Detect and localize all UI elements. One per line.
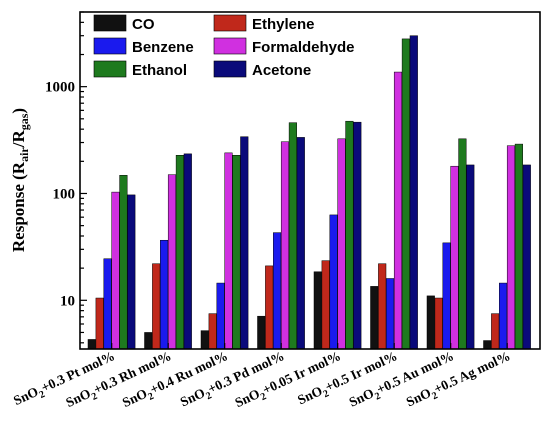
bar-ethanol-0 bbox=[119, 175, 128, 350]
bar-benzene-3 bbox=[273, 232, 282, 350]
legend-swatch-ethylene bbox=[213, 14, 247, 32]
legend-swatch-co bbox=[93, 14, 127, 32]
bar-ethylene-7 bbox=[491, 313, 500, 350]
bar-ethylene-6 bbox=[434, 297, 443, 350]
bar-co-0 bbox=[87, 339, 96, 350]
legend-label-benzene: Benzene bbox=[132, 39, 194, 56]
bar-benzene-7 bbox=[499, 282, 508, 350]
bar-co-5 bbox=[370, 286, 379, 350]
bar-formaldehyde-5 bbox=[393, 71, 403, 350]
x-tick-label: SnO2+0.5 Ag mol% bbox=[404, 348, 514, 413]
bar-ethanol-4 bbox=[345, 120, 354, 350]
bar-co-2 bbox=[200, 330, 209, 350]
bar-co-7 bbox=[483, 340, 492, 350]
bar-formaldehyde-6 bbox=[450, 165, 459, 350]
bar-formaldehyde-7 bbox=[506, 145, 516, 350]
y-tick-label: 1000 bbox=[45, 80, 75, 96]
y-axis-title: Response (Rair/Rgas) bbox=[9, 108, 31, 252]
bar-benzene-0 bbox=[103, 258, 112, 350]
legend-swatch-benzene bbox=[93, 37, 127, 55]
bar-ethylene-2 bbox=[208, 313, 217, 350]
bar-co-6 bbox=[426, 295, 435, 350]
legend: CO Ethylene Benzene Formaldehyde Ethanol Acet… bbox=[93, 14, 355, 79]
bar-formaldehyde-0 bbox=[111, 191, 120, 350]
bar-co-3 bbox=[257, 315, 266, 350]
bar-acetone-5 bbox=[409, 35, 418, 350]
bar-formaldehyde-3 bbox=[280, 141, 290, 350]
bar-acetone-0 bbox=[127, 194, 136, 350]
bar-ethylene-1 bbox=[152, 263, 161, 350]
bar-benzene-1 bbox=[160, 239, 169, 350]
bar-formaldehyde-2 bbox=[224, 152, 233, 350]
legend-label-formaldehyde: Formaldehyde bbox=[252, 39, 355, 56]
y-axis: 10 100 1000 bbox=[45, 11, 87, 344]
y-tick-label: 100 bbox=[53, 186, 76, 202]
bar-layer bbox=[87, 35, 531, 350]
bar-benzene-2 bbox=[216, 282, 225, 350]
bar-acetone-4 bbox=[353, 121, 362, 350]
bar-ethanol-6 bbox=[458, 138, 467, 350]
bar-ethylene-4 bbox=[321, 260, 330, 350]
bar-ethylene-5 bbox=[378, 263, 387, 350]
bar-acetone-7 bbox=[522, 164, 531, 350]
y-tick-label: 10 bbox=[60, 293, 75, 309]
bar-benzene-5 bbox=[386, 278, 395, 350]
bar-acetone-2 bbox=[240, 136, 249, 350]
x-axis: SnO2+0.3 Pt mol%SnO2+0.3 Rh mol%SnO2+0.4… bbox=[11, 343, 514, 413]
bar-formaldehyde-1 bbox=[167, 174, 177, 350]
bar-ethylene-3 bbox=[265, 265, 274, 350]
bar-acetone-1 bbox=[183, 153, 192, 350]
bar-ethylene-0 bbox=[95, 297, 104, 350]
bar-co-4 bbox=[313, 271, 322, 350]
legend-label-ethylene: Ethylene bbox=[252, 16, 315, 33]
bar-ethanol-5 bbox=[401, 38, 410, 350]
bar-benzene-6 bbox=[442, 242, 451, 350]
bar-ethanol-2 bbox=[232, 155, 241, 350]
bar-acetone-3 bbox=[296, 137, 305, 350]
bar-co-1 bbox=[144, 332, 153, 350]
legend-label-co: CO bbox=[132, 16, 155, 33]
bar-ethanol-1 bbox=[175, 155, 184, 350]
bar-acetone-6 bbox=[466, 164, 475, 350]
bar-formaldehyde-4 bbox=[337, 138, 346, 350]
bar-ethanol-3 bbox=[288, 122, 297, 350]
legend-label-acetone: Acetone bbox=[252, 62, 311, 79]
bar-benzene-4 bbox=[329, 214, 338, 350]
bar-ethanol-7 bbox=[514, 143, 523, 350]
legend-label-ethanol: Ethanol bbox=[132, 62, 187, 79]
plot-frame bbox=[79, 11, 541, 350]
legend-swatch-ethanol bbox=[93, 60, 127, 78]
legend-swatch-formaldehyde bbox=[213, 37, 247, 55]
legend-swatch-acetone bbox=[213, 60, 247, 78]
